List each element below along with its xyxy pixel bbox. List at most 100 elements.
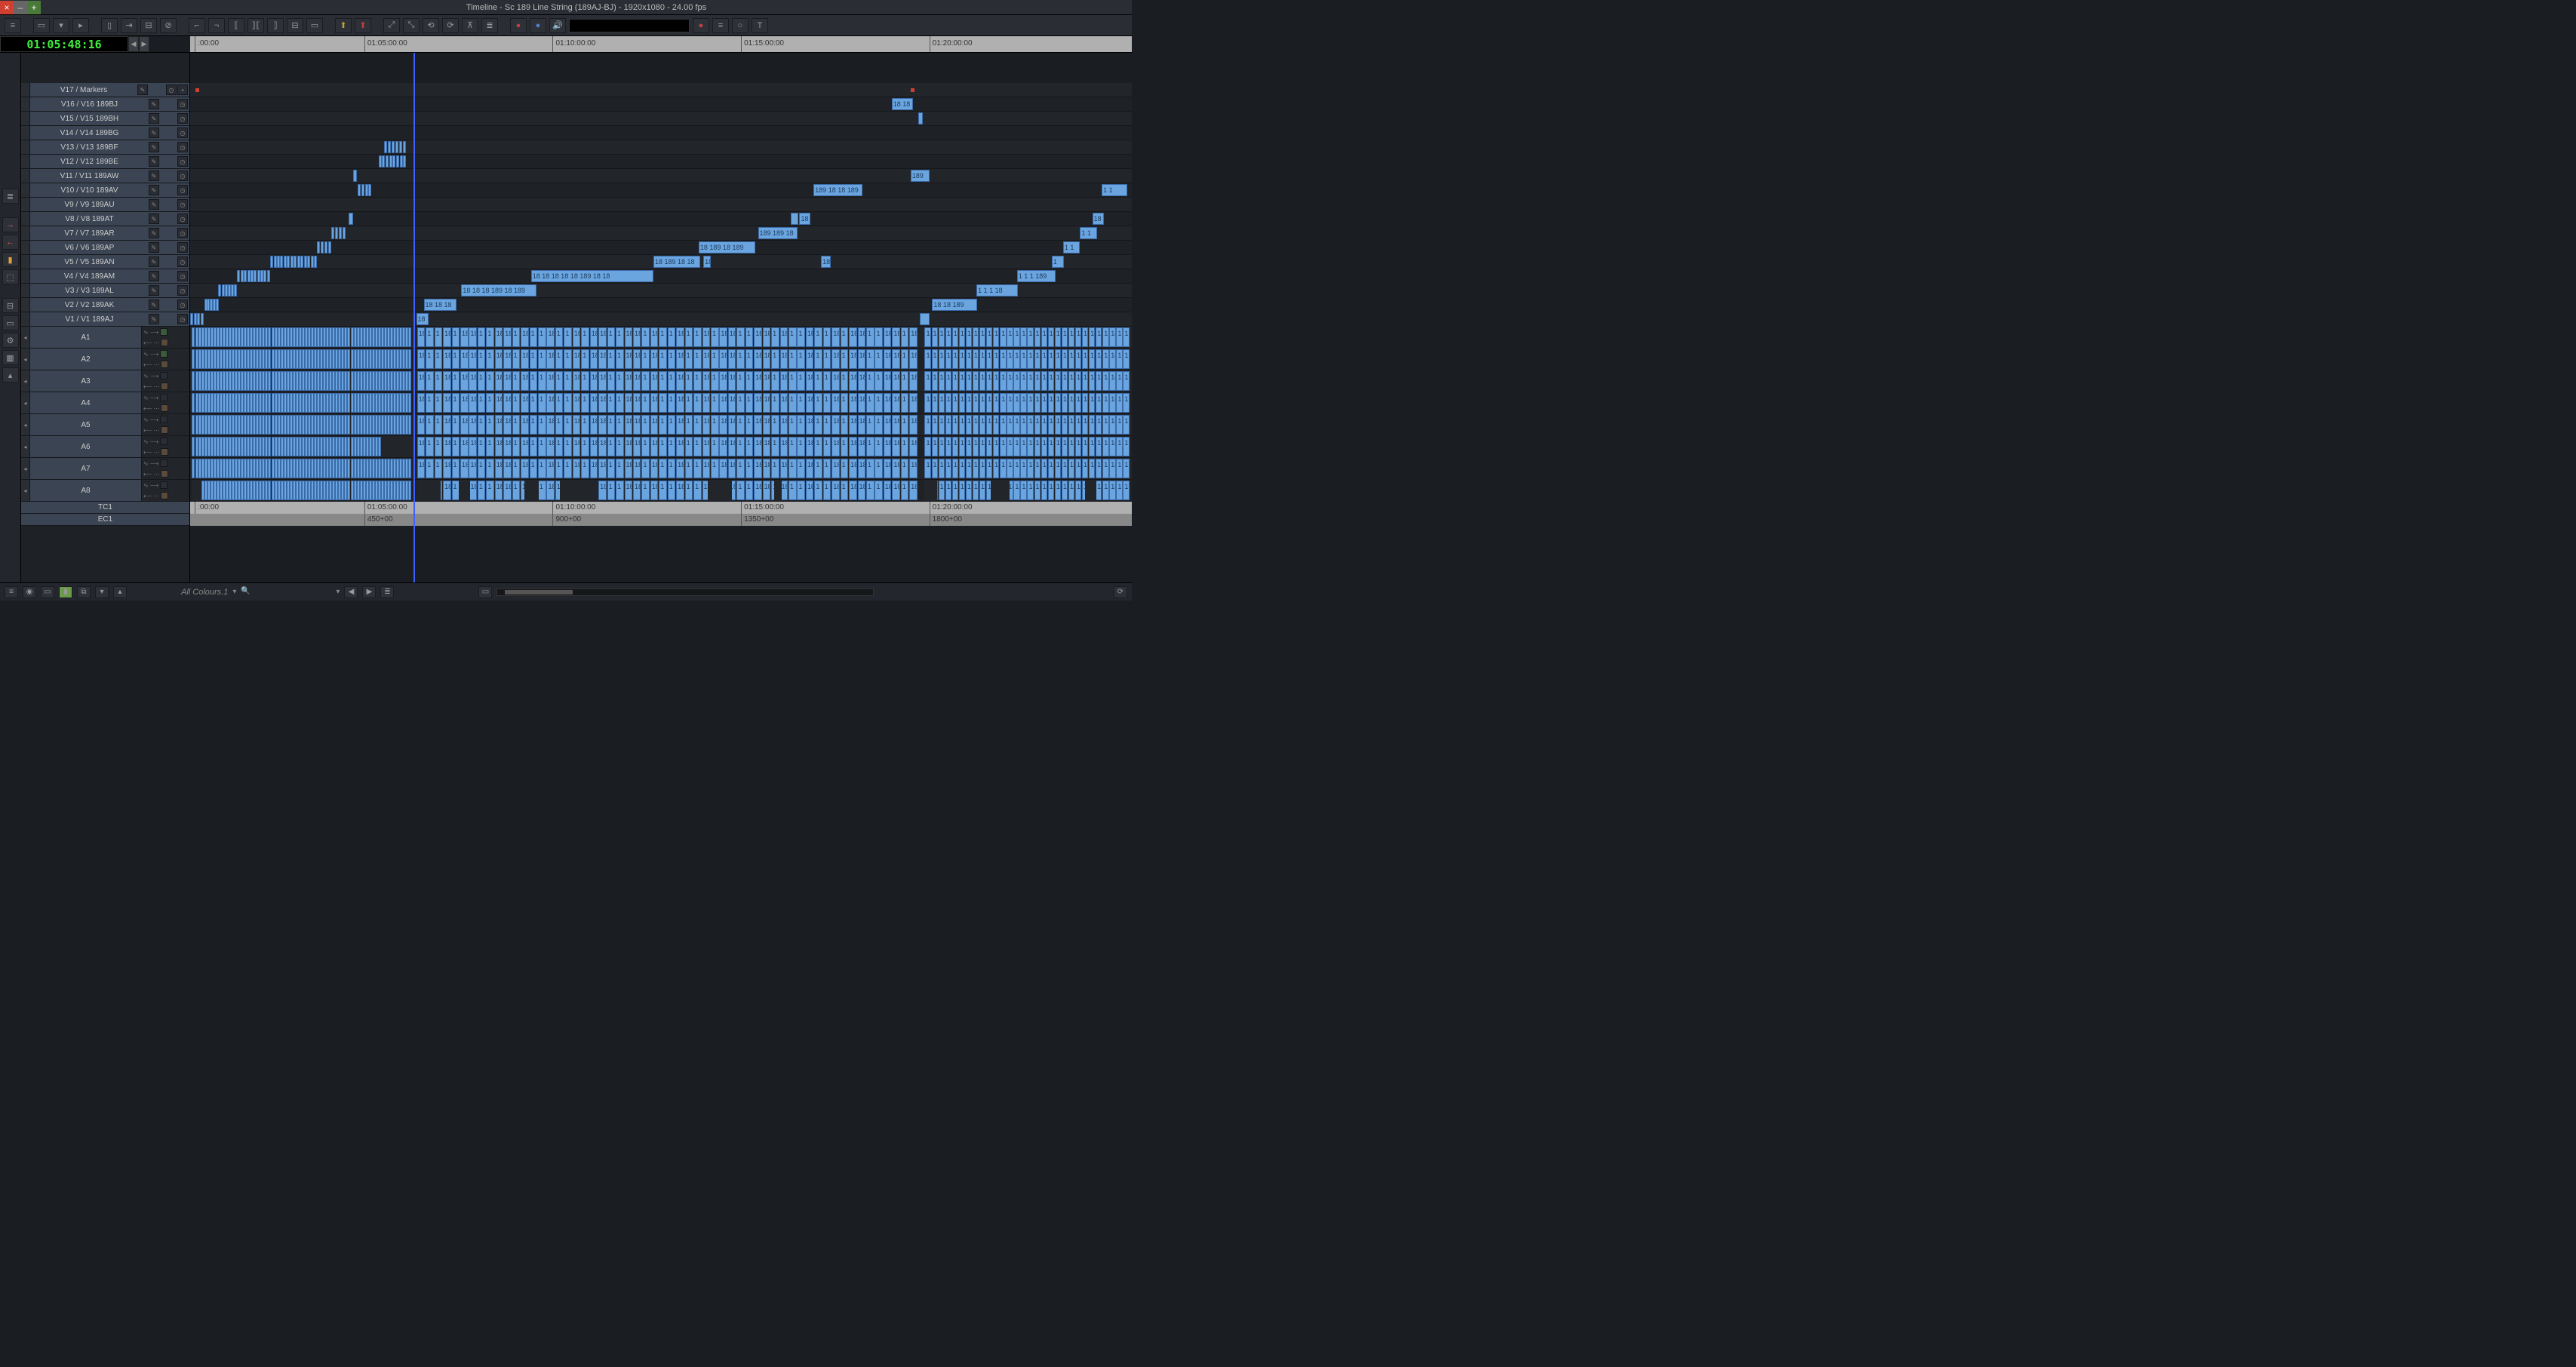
- track-edit-button[interactable]: ✎: [149, 170, 159, 181]
- audio-clip[interactable]: 18: [924, 459, 930, 478]
- audio-clip[interactable]: 1: [555, 349, 564, 369]
- audio-clip[interactable]: 1: [841, 415, 849, 435]
- audio-clip[interactable]: 18: [417, 393, 426, 413]
- mute-button[interactable]: [161, 382, 168, 390]
- audio-clip[interactable]: 1: [435, 393, 443, 413]
- audio-clip[interactable]: 189: [633, 437, 641, 456]
- audio-clip[interactable]: 189: [503, 481, 512, 500]
- audio-clip[interactable]: 1: [1116, 415, 1122, 435]
- audio-clip[interactable]: 18: [573, 459, 581, 478]
- audio-clip[interactable]: 1: [841, 481, 849, 500]
- audio-clip[interactable]: 1: [952, 415, 958, 435]
- audio-clip[interactable]: 1: [486, 459, 494, 478]
- audio-clip[interactable]: 18: [546, 327, 555, 347]
- audio-clip[interactable]: 1: [530, 415, 538, 435]
- video-track-head[interactable]: V13 / V13 189BF✎◷: [21, 140, 189, 155]
- audio-clip[interactable]: 18: [1048, 327, 1054, 347]
- audio-clip[interactable]: 1: [711, 459, 719, 478]
- audio-clip[interactable]: 1: [932, 349, 938, 369]
- audio-clip[interactable]: 18: [832, 349, 840, 369]
- audio-clip[interactable]: 189: [633, 415, 641, 435]
- audio-clip[interactable]: 18: [884, 459, 892, 478]
- audio-clip[interactable]: 1: [1116, 459, 1122, 478]
- toolbar-extract-button[interactable]: ⊟: [287, 18, 303, 33]
- audio-clip[interactable]: 1: [1034, 393, 1041, 413]
- audio-clip[interactable]: 18: [884, 393, 892, 413]
- audio-clip[interactable]: 189: [460, 371, 469, 391]
- audio-clip[interactable]: 18: [417, 371, 426, 391]
- toolbar-tool-d-button[interactable]: ⟳: [442, 18, 459, 33]
- audio-clip[interactable]: 1: [1020, 481, 1026, 500]
- audio-clip[interactable]: 1: [512, 415, 521, 435]
- audio-clip[interactable]: 18: [728, 459, 736, 478]
- clip[interactable]: 1 1 1 189: [1017, 270, 1056, 282]
- audio-clip[interactable]: 1: [875, 327, 883, 347]
- audio-clip[interactable]: 18: [986, 349, 992, 369]
- audio-clip[interactable]: 18: [858, 481, 866, 500]
- audio-clip[interactable]: 1: [486, 481, 494, 500]
- audio-clip[interactable]: 18: [909, 415, 918, 435]
- track-monitor-button[interactable]: ◷: [177, 113, 188, 124]
- audio-clip[interactable]: 18: [1089, 393, 1095, 413]
- audio-clip[interactable]: 18: [1027, 327, 1033, 347]
- clip[interactable]: [328, 241, 331, 253]
- audio-clip[interactable]: 1: [745, 481, 754, 500]
- audio-clip[interactable]: 1: [814, 481, 822, 500]
- track-collapse-button[interactable]: [21, 298, 30, 312]
- audio-clip[interactable]: 1: [452, 349, 460, 369]
- audio-clip[interactable]: 1: [1041, 481, 1047, 500]
- audio-clip[interactable]: 1: [1013, 393, 1019, 413]
- audio-clip[interactable]: 18: [598, 371, 607, 391]
- ruler-ec1[interactable]: 450+00900+001350+001800+00: [190, 514, 1132, 526]
- audio-clip[interactable]: 18: [1109, 481, 1115, 500]
- audio-clip[interactable]: 1: [814, 437, 822, 456]
- audio-track-lane[interactable]: 1811181189181118189118111811181189181118…: [190, 436, 1132, 458]
- video-track-head[interactable]: V10 / V10 189AV✎◷: [21, 183, 189, 198]
- timeline-canvas[interactable]: 18 18189 18189 18 18 1891 11818189 189 1…: [190, 53, 1132, 582]
- audio-clip[interactable]: 1: [685, 415, 693, 435]
- audio-clip[interactable]: 18: [806, 371, 814, 391]
- toolbar-blue-dot-button[interactable]: ●: [530, 18, 546, 33]
- search-icon[interactable]: 🔍: [241, 587, 251, 597]
- clip[interactable]: 1 1: [1063, 241, 1080, 253]
- audio-clip[interactable]: 189: [1096, 459, 1102, 478]
- clip[interactable]: 18: [417, 313, 429, 325]
- audio-clip[interactable]: 1: [823, 459, 832, 478]
- audio-clip[interactable]: 18: [1109, 371, 1115, 391]
- audio-clip[interactable]: 1: [1055, 371, 1061, 391]
- solo-button[interactable]: [160, 481, 168, 489]
- audio-clip[interactable]: 18: [780, 415, 788, 435]
- audio-clip[interactable]: 189: [849, 371, 857, 391]
- audio-track-lane[interactable]: 1811181189181118189118111811181189181118…: [190, 458, 1132, 480]
- audio-clip[interactable]: 18: [858, 459, 866, 478]
- audio-clip[interactable]: 1: [607, 415, 616, 435]
- audio-clip[interactable]: 1: [659, 459, 667, 478]
- audio-clip[interactable]: 18: [546, 393, 555, 413]
- video-track-lane[interactable]: 18 18 1818 18 189: [190, 298, 1132, 312]
- audio-clip[interactable]: 18: [728, 349, 736, 369]
- clip[interactable]: [353, 170, 357, 182]
- audio-clip[interactable]: 1: [973, 393, 979, 413]
- clip[interactable]: [379, 155, 382, 167]
- clip[interactable]: [791, 213, 798, 225]
- clip[interactable]: [365, 184, 368, 196]
- clip[interactable]: [201, 313, 204, 325]
- audio-clip[interactable]: 18: [1089, 437, 1095, 456]
- toolbar-marker-yellow-button[interactable]: ⬆: [335, 18, 352, 33]
- audio-clip[interactable]: 1: [452, 437, 460, 456]
- toolbar-replace-button[interactable]: ⇥: [121, 18, 137, 33]
- audio-clip[interactable]: 189: [1096, 393, 1102, 413]
- audio-clip[interactable]: 1: [814, 459, 822, 478]
- clip[interactable]: 1: [1052, 256, 1064, 268]
- audio-clip[interactable]: 1: [486, 371, 494, 391]
- audio-clip[interactable]: 18: [521, 415, 529, 435]
- audio-clip[interactable]: 1: [616, 349, 624, 369]
- audio-clip[interactable]: 1: [939, 415, 945, 435]
- audio-clip[interactable]: 1: [973, 327, 979, 347]
- audio-clip[interactable]: 189: [1096, 481, 1102, 500]
- audio-clip[interactable]: 1: [1102, 327, 1108, 347]
- audio-clip[interactable]: 1: [901, 371, 909, 391]
- audio-clip[interactable]: 18: [1109, 349, 1115, 369]
- video-track-lane[interactable]: [190, 198, 1132, 212]
- audio-clip[interactable]: 18: [417, 437, 426, 456]
